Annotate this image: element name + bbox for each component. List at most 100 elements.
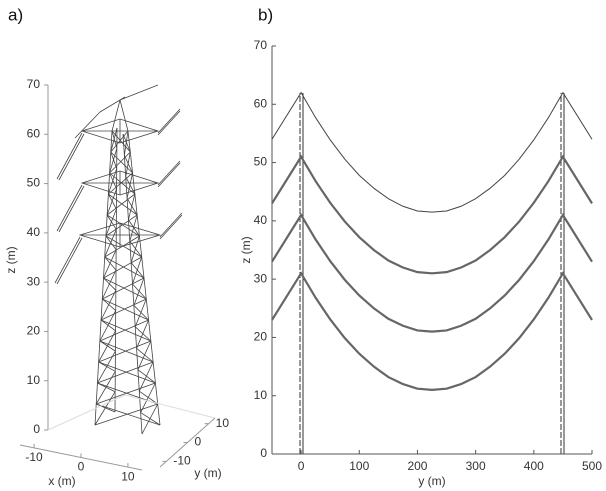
x-tick-label: 0 [78,460,85,474]
x-tick-label: 100 [349,459,369,473]
tower-member [98,330,116,363]
tower-member [94,403,158,426]
tower-member [99,310,117,342]
tower-member [96,403,116,413]
x-tick-label: 200 [407,459,427,473]
z-tick-label: 60 [27,126,41,140]
tower-member [98,340,152,363]
tower-member [100,290,117,321]
x-tick-label: 10 [121,469,135,483]
tower-member [108,172,133,195]
tower-member [126,172,133,199]
tower-member [98,361,156,384]
y-tick-label: -10 [173,454,191,468]
tower-member [137,340,152,370]
tower-member [138,361,154,392]
x-tick-label: -10 [25,450,43,464]
tower-member [157,160,181,186]
tower-member [99,340,154,363]
tower-member [56,237,83,285]
tower-member [101,269,117,300]
tower-member [128,193,136,220]
tower-member [102,298,116,311]
tower-member [105,208,117,237]
tower-member [141,403,159,435]
tower-member [74,111,101,139]
tower-member [100,298,147,321]
x-tick-label: 300 [466,459,486,473]
y-tick-label: 20 [254,330,268,344]
towers-2d [299,93,565,454]
tower-member [111,130,118,149]
tower-member [123,155,133,174]
tower-member [109,151,131,174]
tower-member [119,99,129,132]
y-axis-label: z (m) [239,236,253,263]
x-tick-label: 500 [582,459,602,473]
tower-member [157,162,181,188]
tower-member [56,132,83,180]
z-tick-label: 70 [27,77,41,91]
tower-member [108,193,138,216]
tower-member [97,382,116,393]
x-axis-label: y (m) [418,474,445,488]
tower-member [56,184,83,232]
box-edge [124,394,216,419]
tower-member [132,256,143,285]
tower-member [133,277,145,306]
tower-member [104,229,117,258]
y-axis-label: y (m) [194,466,221,480]
tower-member [103,277,117,291]
z-tick-label: 10 [27,373,41,387]
z-axis-label: z (m) [4,246,18,273]
tower-member [129,214,138,242]
tower-member [109,148,118,174]
box-edge [47,394,126,431]
tower-member [98,361,116,372]
tower-member [130,235,140,263]
tower-member [105,214,138,237]
tower-member [157,108,181,134]
tower-member [157,110,181,136]
tower-member [99,319,149,342]
tower-3d [54,84,183,435]
tower-member [106,214,117,230]
y-tick-label: 10 [254,388,268,402]
z-tick-label: 30 [27,274,41,288]
tower-member [99,340,116,352]
panel-label: a) [8,5,23,24]
z-tick-label: 20 [27,324,41,338]
y-tick-label: 50 [254,155,268,169]
tower-member [106,193,136,216]
x-axis-label: x (m) [48,474,75,488]
tower-member [95,371,116,405]
tower-member [100,319,116,332]
cable-line [271,271,593,391]
x-tick-label: 0 [298,459,305,473]
y-tick-label: 30 [254,271,268,285]
tower-member [105,235,117,250]
y-tick-label: 10 [216,416,230,430]
tower-member [96,403,161,426]
tower-member [134,298,147,328]
z-tick-label: 50 [27,176,41,190]
cable-line [271,212,593,333]
y-tick-label: 70 [254,38,268,52]
tower-member [58,133,85,181]
z-tick-label: 0 [33,422,40,436]
y-tick-label: 60 [254,96,268,110]
x-tick-label: 400 [524,459,544,473]
tower-member [102,277,145,300]
tower-member [108,193,117,210]
tower-member [94,391,116,426]
cable-line [271,154,593,275]
tower-member [58,185,85,233]
tower-member [136,319,149,349]
tower-member [123,130,129,156]
tower-member [140,382,156,413]
tower-member [104,256,117,271]
tower-member [97,361,154,384]
y-tick-label: 0 [260,446,267,460]
tower-member [110,151,118,169]
